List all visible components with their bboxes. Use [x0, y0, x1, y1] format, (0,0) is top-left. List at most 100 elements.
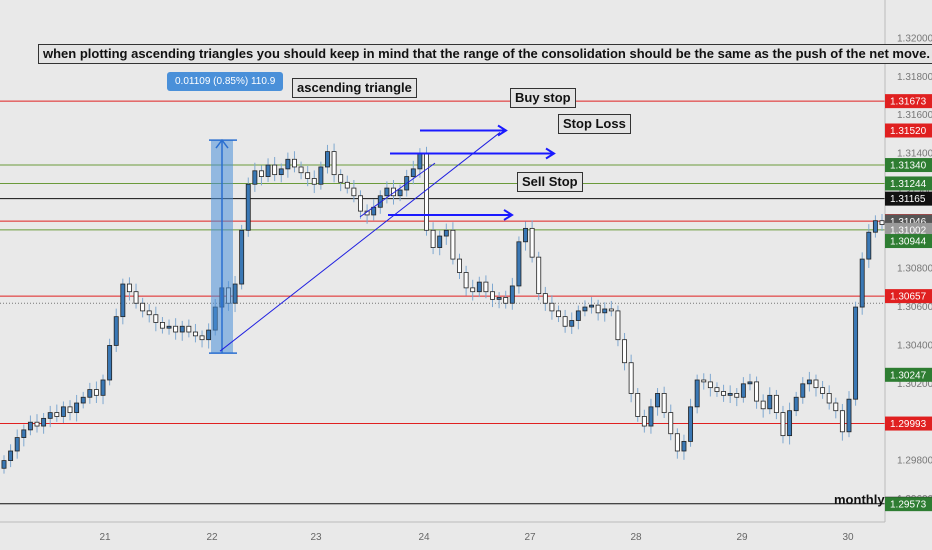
candle[interactable]: [285, 158, 291, 170]
price-label-box[interactable]: [885, 176, 932, 191]
price-label-box[interactable]: [885, 367, 932, 382]
price-label-box[interactable]: [885, 191, 932, 206]
candle[interactable]: [34, 421, 40, 427]
candle[interactable]: [146, 310, 152, 316]
candle[interactable]: [648, 406, 654, 427]
candle[interactable]: [463, 272, 469, 289]
candle[interactable]: [166, 325, 172, 329]
candle[interactable]: [496, 297, 502, 300]
candle[interactable]: [120, 283, 126, 318]
candle[interactable]: [259, 170, 264, 177]
candle[interactable]: [410, 168, 416, 177]
candle[interactable]: [470, 287, 476, 293]
candle[interactable]: [47, 412, 53, 419]
candle[interactable]: [14, 437, 20, 452]
candle[interactable]: [199, 335, 205, 341]
candle[interactable]: [126, 283, 132, 293]
candle[interactable]: [635, 393, 641, 417]
candle[interactable]: [833, 402, 839, 412]
candle[interactable]: [173, 325, 179, 333]
candle[interactable]: [681, 440, 687, 452]
candle[interactable]: [74, 402, 80, 414]
candle[interactable]: [159, 322, 165, 329]
candle[interactable]: [879, 220, 885, 225]
candle[interactable]: [622, 339, 627, 364]
triangle-trendline[interactable]: [219, 132, 501, 352]
candle[interactable]: [826, 393, 832, 404]
candle[interactable]: [272, 164, 278, 176]
candle[interactable]: [245, 183, 251, 231]
candle[interactable]: [595, 304, 601, 314]
sell-stop-label[interactable]: Sell Stop: [517, 172, 583, 192]
candle[interactable]: [325, 151, 330, 168]
candle[interactable]: [701, 379, 707, 383]
candle[interactable]: [80, 396, 86, 404]
candle[interactable]: [338, 174, 344, 183]
candle[interactable]: [661, 393, 667, 414]
price-label-box[interactable]: [885, 222, 932, 237]
candle[interactable]: [87, 389, 93, 398]
candle[interactable]: [813, 379, 819, 389]
candle[interactable]: [820, 387, 826, 394]
candle[interactable]: [589, 304, 594, 308]
candle[interactable]: [754, 381, 760, 402]
candle[interactable]: [265, 164, 271, 177]
triangle-trendline-inner[interactable]: [359, 162, 436, 218]
candle[interactable]: [278, 168, 284, 176]
candle[interactable]: [549, 302, 555, 312]
candle[interactable]: [668, 412, 674, 435]
candle[interactable]: [641, 416, 647, 427]
candle[interactable]: [793, 396, 799, 412]
candle[interactable]: [179, 325, 185, 333]
candle[interactable]: [21, 429, 27, 438]
note-annotation[interactable]: when plotting ascending triangles you sh…: [38, 44, 932, 64]
candle[interactable]: [252, 170, 258, 185]
candle[interactable]: [377, 195, 383, 208]
candle[interactable]: [859, 258, 865, 308]
candle[interactable]: [430, 229, 436, 248]
candle[interactable]: [1, 460, 7, 469]
candle[interactable]: [305, 172, 311, 179]
candle[interactable]: [140, 302, 146, 312]
measure-label[interactable]: 0.01109 (0.85%) 110.9: [167, 72, 284, 91]
candle[interactable]: [60, 406, 66, 417]
stop-loss-label[interactable]: Stop Loss: [558, 114, 631, 134]
candle[interactable]: [780, 412, 786, 437]
candle[interactable]: [562, 316, 568, 327]
candle[interactable]: [714, 387, 720, 392]
candle[interactable]: [483, 281, 489, 293]
candle[interactable]: [760, 400, 766, 410]
price-label-box[interactable]: [885, 123, 932, 138]
candle[interactable]: [239, 229, 245, 285]
candle[interactable]: [437, 235, 443, 248]
ascending-triangle-label[interactable]: ascending triangle: [292, 78, 417, 98]
candle[interactable]: [688, 406, 694, 442]
candle[interactable]: [655, 393, 660, 408]
candle[interactable]: [509, 285, 515, 304]
candle[interactable]: [846, 398, 852, 433]
candle[interactable]: [344, 181, 350, 189]
candle[interactable]: [107, 345, 113, 381]
candle[interactable]: [707, 381, 713, 389]
candle[interactable]: [476, 281, 482, 293]
candle[interactable]: [397, 189, 403, 197]
candle[interactable]: [100, 379, 106, 396]
candle[interactable]: [93, 389, 99, 396]
candle[interactable]: [575, 310, 581, 321]
candle[interactable]: [8, 450, 14, 461]
candle[interactable]: [67, 406, 73, 414]
candle[interactable]: [615, 310, 621, 341]
candle[interactable]: [806, 379, 812, 385]
candle[interactable]: [298, 166, 304, 174]
candle[interactable]: [872, 220, 878, 233]
candle[interactable]: [529, 227, 535, 258]
candle[interactable]: [351, 187, 357, 197]
price-label-box[interactable]: [885, 94, 932, 109]
candle[interactable]: [232, 283, 238, 304]
candle[interactable]: [536, 256, 542, 295]
candle[interactable]: [721, 391, 727, 396]
candle[interactable]: [727, 393, 733, 396]
price-label-box[interactable]: [885, 158, 932, 173]
candle[interactable]: [384, 187, 390, 197]
candle[interactable]: [424, 153, 429, 231]
